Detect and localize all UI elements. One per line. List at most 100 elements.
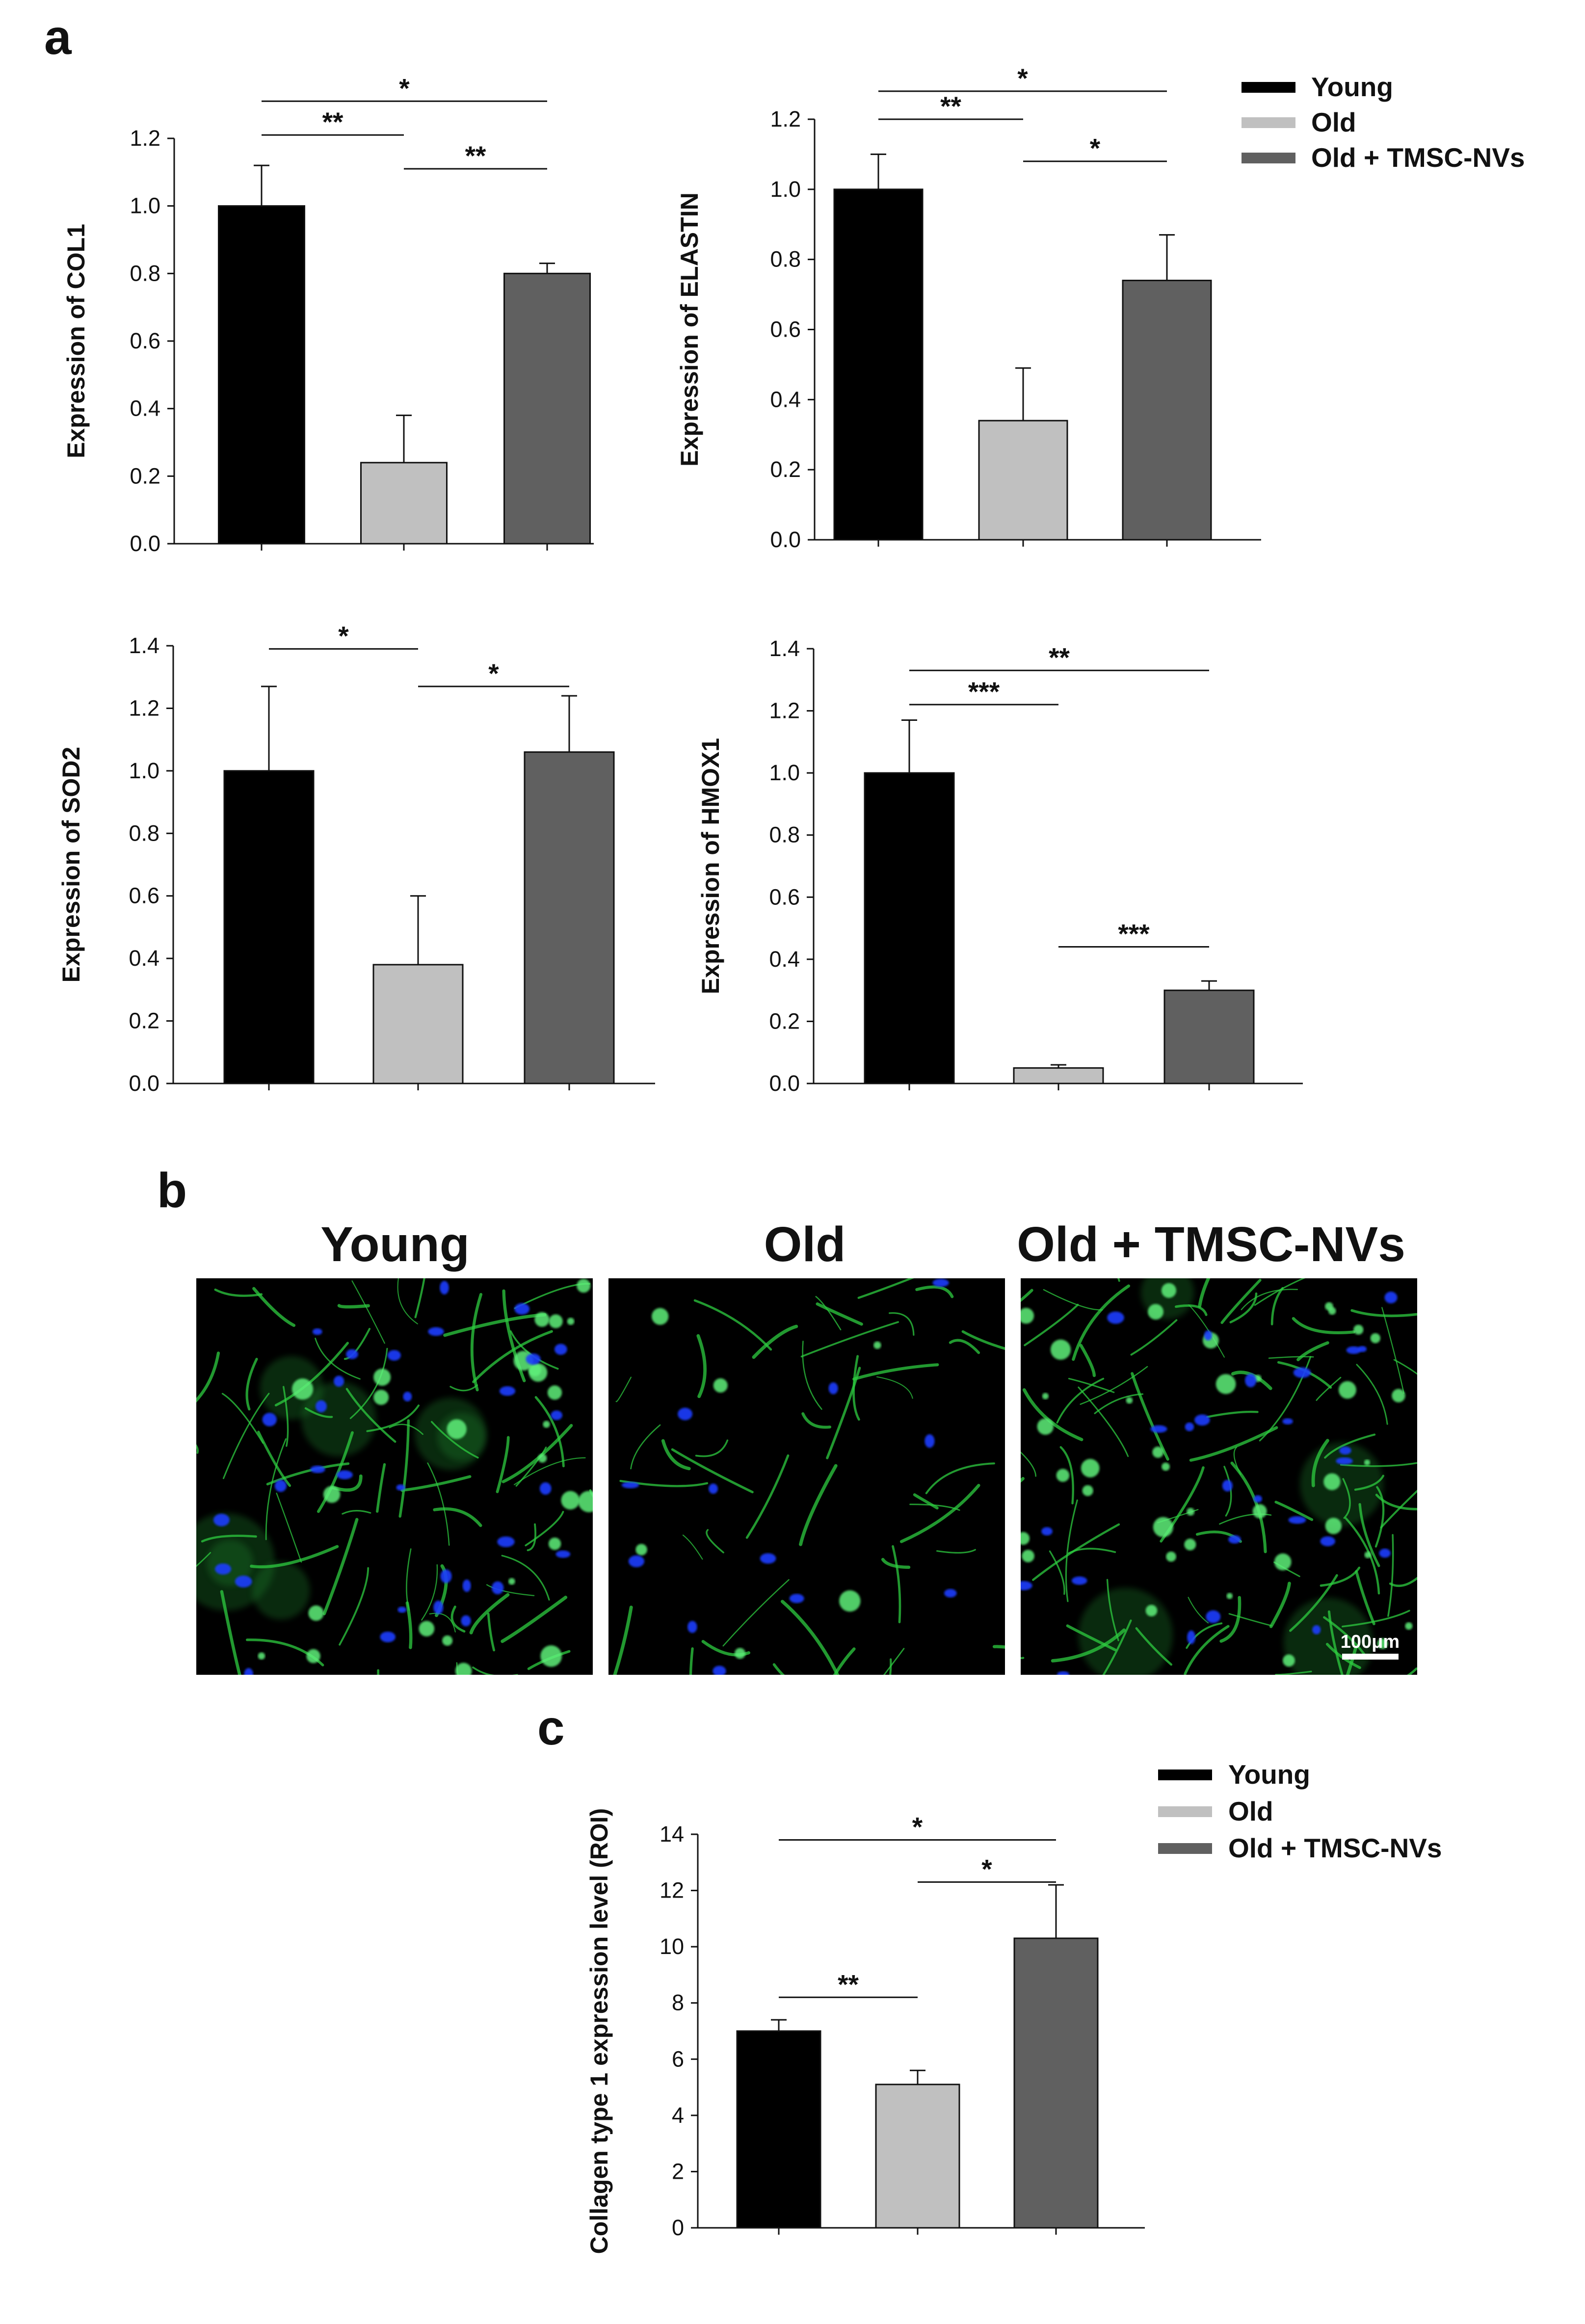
y-tick-label: 1.2 [130, 126, 160, 151]
green-blob [1187, 1507, 1195, 1516]
green-blob [455, 1663, 472, 1675]
blue-nucleus [760, 1553, 776, 1564]
green-blob [1283, 1654, 1295, 1667]
green-fiber [1080, 1366, 1148, 1405]
y-tick-label: 4 [672, 2103, 684, 2128]
green-fiber [889, 1658, 892, 1675]
green-fiber [852, 1355, 860, 1421]
green-fiber [304, 1407, 333, 1418]
bar-old [372, 964, 464, 1084]
green-blob [873, 1341, 881, 1349]
green-fiber [1079, 1344, 1096, 1377]
green-fiber [1066, 1624, 1117, 1652]
y-tick-label: 1.2 [769, 698, 800, 723]
legend-c: Young Old Old + TMSC-NVs [1158, 1759, 1442, 1863]
green-fiber [826, 1367, 861, 1459]
green-fiber [1327, 1610, 1344, 1675]
y-axis-label: Expression of SOD2 [57, 747, 85, 983]
legend-a: Young Old Old + TMSC-NVs [1242, 72, 1525, 173]
scale-bar-line [1342, 1654, 1399, 1660]
green-blob [1252, 1504, 1267, 1519]
green-fiber [752, 1324, 798, 1359]
green-fiber [525, 1510, 564, 1547]
green-fiber [376, 1463, 386, 1513]
legend-c-label-young: Young [1228, 1759, 1310, 1790]
green-blob [549, 1314, 563, 1328]
blue-nucleus [1288, 1516, 1306, 1524]
green-fiber [1354, 1475, 1384, 1491]
green-fiber [881, 1558, 911, 1569]
green-fiber [1324, 1433, 1376, 1459]
green-fiber [433, 1507, 482, 1527]
green-fiber [772, 1663, 785, 1675]
green-fiber [883, 1648, 905, 1675]
micrograph-content [196, 1278, 593, 1675]
y-tick-label: 0.0 [769, 1071, 800, 1096]
green-fiber [915, 1285, 954, 1298]
bar-young [833, 188, 924, 541]
y-tick-label: 0.6 [769, 884, 800, 909]
green-fiber [682, 1534, 703, 1560]
green-fiber [276, 1492, 302, 1563]
micrograph-title-old-tmsc: Old + TMSC-NVs [1017, 1217, 1405, 1272]
green-fiber [695, 1439, 729, 1457]
significance-label: * [981, 1853, 992, 1884]
green-fiber [661, 1439, 691, 1471]
green-fiber [501, 1555, 550, 1601]
green-fiber [345, 1388, 396, 1443]
green-blob [447, 1419, 467, 1439]
legend-a-label-old: Old [1311, 107, 1356, 137]
green-fiber [1229, 1292, 1258, 1323]
blue-nucleus [1206, 1610, 1221, 1623]
blue-nucleus [1282, 1418, 1293, 1425]
micrograph-title-young: Young [320, 1217, 470, 1272]
green-fiber [1374, 1486, 1385, 1548]
green-fiber [1094, 1393, 1144, 1414]
y-tick-label: 0.4 [770, 387, 801, 412]
green-fiber [1175, 1304, 1208, 1316]
chart-col1: 0.0 0.2 0.4 0.6 0.8 1.0 1.2 Expression of COL1 *… [62, 73, 594, 556]
y-tick-label: 12 [660, 1878, 684, 1903]
green-haze [1299, 1442, 1384, 1526]
green-fiber [1289, 1574, 1338, 1632]
bar-young [218, 205, 305, 545]
green-fiber [801, 1412, 832, 1429]
green-blob [1082, 1485, 1093, 1496]
blue-nucleus [213, 1513, 230, 1527]
green-blob [1405, 1622, 1413, 1630]
green-fiber [1188, 1304, 1225, 1358]
green-fiber [349, 1347, 388, 1419]
y-tick-label: 0.0 [130, 531, 160, 556]
green-fiber [196, 1444, 199, 1454]
blue-nucleus [336, 1470, 353, 1479]
bar-old-tmsc-nvs [1013, 1937, 1099, 2229]
blue-nucleus [1071, 1576, 1087, 1585]
green-fiber [502, 1424, 573, 1483]
micrograph-content [1021, 1278, 1417, 1675]
green-fiber [1106, 1579, 1119, 1641]
green-fiber [613, 1606, 633, 1675]
y-tick-label: 1.0 [129, 758, 159, 783]
bar-old [360, 462, 448, 545]
green-fiber [706, 1529, 724, 1554]
blue-nucleus [1253, 1495, 1262, 1503]
legend-c-label-old: Old [1228, 1796, 1273, 1826]
bar-old-tmsc-nvs [524, 751, 615, 1084]
green-fiber [1223, 1466, 1232, 1517]
chart-elastin: 0.0 0.2 0.4 0.6 0.8 1.0 1.2 Expression of ELAST… [676, 63, 1261, 552]
green-fiber [1068, 1377, 1115, 1393]
blue-nucleus [678, 1407, 693, 1421]
green-fiber [214, 1288, 263, 1297]
blue-nucleus [499, 1386, 516, 1396]
green-fiber [1021, 1289, 1033, 1302]
blue-nucleus [1336, 1457, 1353, 1465]
significance-label: ** [465, 140, 486, 171]
green-blob [540, 1645, 562, 1667]
blue-nucleus [274, 1479, 287, 1492]
significance-label: ** [940, 91, 961, 121]
y-tick-label: 1.0 [770, 177, 801, 202]
green-fiber [1241, 1289, 1298, 1311]
green-fiber [1275, 1670, 1312, 1675]
green-blob [1166, 1551, 1176, 1562]
green-fiber [1393, 1359, 1417, 1375]
